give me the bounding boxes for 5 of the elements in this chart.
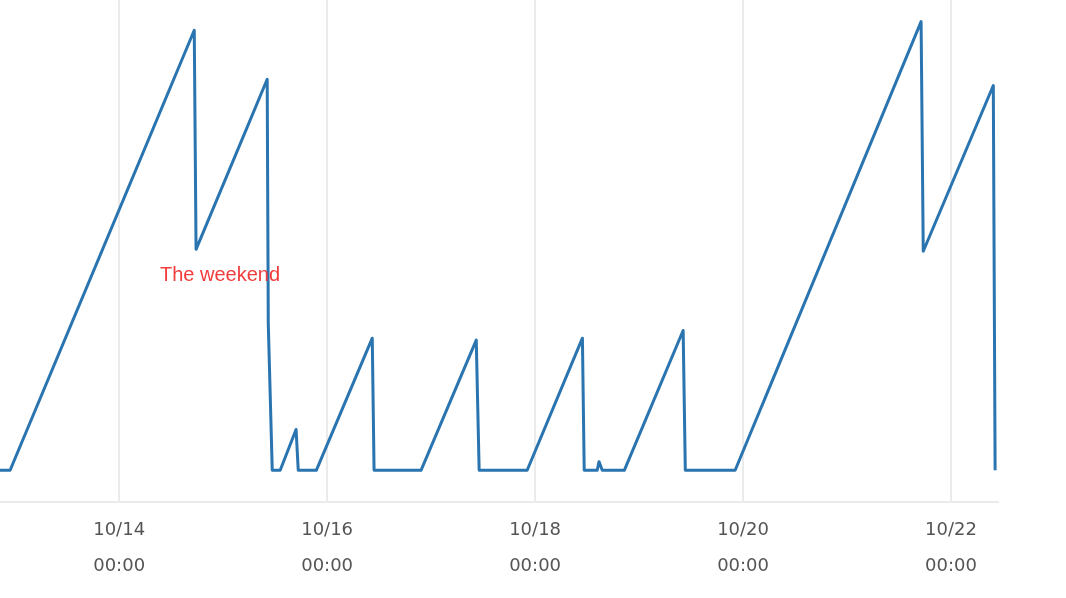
x-tick-label: 10/14 00:00: [93, 517, 146, 575]
x-tick-label: 10/18 00:00: [509, 517, 562, 575]
x-tick-label: 10/20 00:00: [717, 517, 770, 575]
x-tick-label: 10/22 00:00: [925, 517, 977, 575]
x-tick-label: 10/16 00:00: [301, 517, 354, 575]
